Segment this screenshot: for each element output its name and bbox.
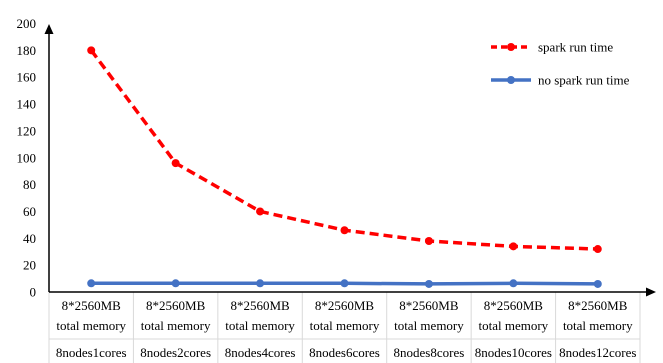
category-label-grid bbox=[48, 292, 641, 363]
data-point bbox=[87, 279, 96, 288]
legend-label-no-spark-run-time: no spark run time bbox=[538, 73, 630, 88]
data-point bbox=[340, 226, 349, 235]
category-labels: 8*2560MB total memory 8nodes1cores 8*2560MB… bbox=[56, 298, 637, 360]
y-tick-label: 140 bbox=[17, 97, 37, 112]
y-tick-label: 120 bbox=[17, 123, 37, 138]
data-point bbox=[171, 279, 180, 288]
category-label: 8nodes8cores bbox=[394, 345, 465, 360]
y-tick-label: 160 bbox=[17, 70, 37, 85]
category-label: 8*2560MB bbox=[146, 298, 206, 313]
y-tick-label: 0 bbox=[30, 285, 37, 300]
category-label: total memory bbox=[56, 318, 126, 333]
category-label: total memory bbox=[310, 318, 380, 333]
y-axis-ticks: 0 20 40 60 80 100 120 140 160 180 200 bbox=[17, 16, 37, 300]
y-tick-label: 200 bbox=[17, 16, 37, 31]
data-point bbox=[424, 279, 433, 288]
axes bbox=[44, 24, 656, 297]
category-label: total memory bbox=[394, 318, 464, 333]
legend: spark run time no spark run time bbox=[491, 40, 630, 88]
category-label: 8*2560MB bbox=[230, 298, 290, 313]
category-label: total memory bbox=[141, 318, 211, 333]
y-tick-label: 40 bbox=[23, 231, 36, 246]
category-label: total memory bbox=[479, 318, 549, 333]
y-tick-label: 20 bbox=[23, 258, 36, 273]
legend-label-spark-run-time: spark run time bbox=[538, 40, 613, 55]
category-label: 8*2560MB bbox=[62, 298, 122, 313]
category-label: 8nodes2cores bbox=[140, 345, 211, 360]
y-tick-label: 180 bbox=[17, 43, 37, 58]
y-tick-label: 80 bbox=[23, 177, 36, 192]
category-label: 8*2560MB bbox=[399, 298, 459, 313]
category-label: 8nodes6cores bbox=[309, 345, 380, 360]
data-point bbox=[340, 279, 349, 288]
category-label: total memory bbox=[563, 318, 633, 333]
category-label: 8nodes4cores bbox=[225, 345, 296, 360]
data-point bbox=[87, 46, 96, 55]
series-layer bbox=[87, 46, 602, 288]
data-point bbox=[509, 242, 518, 251]
data-point bbox=[256, 279, 265, 288]
legend-marker-no-spark-run-time bbox=[507, 76, 515, 84]
y-tick-label: 100 bbox=[17, 150, 37, 165]
data-point bbox=[593, 245, 602, 254]
category-label: 8nodes1cores bbox=[56, 345, 127, 360]
data-point bbox=[509, 279, 518, 288]
legend-marker-spark-run-time bbox=[507, 43, 515, 51]
data-point bbox=[256, 207, 265, 216]
category-label: 8*2560MB bbox=[568, 298, 628, 313]
y-axis-arrowhead bbox=[44, 24, 54, 34]
data-point bbox=[171, 159, 180, 168]
y-tick-label: 60 bbox=[23, 204, 36, 219]
category-label: 8nodes12cores bbox=[559, 345, 636, 360]
data-point bbox=[593, 279, 602, 288]
category-label: 8*2560MB bbox=[484, 298, 544, 313]
category-label: 8*2560MB bbox=[315, 298, 375, 313]
category-label: 8nodes10cores bbox=[475, 345, 552, 360]
x-axis-arrowhead bbox=[646, 287, 656, 297]
data-point bbox=[424, 236, 433, 245]
category-label: total memory bbox=[225, 318, 295, 333]
